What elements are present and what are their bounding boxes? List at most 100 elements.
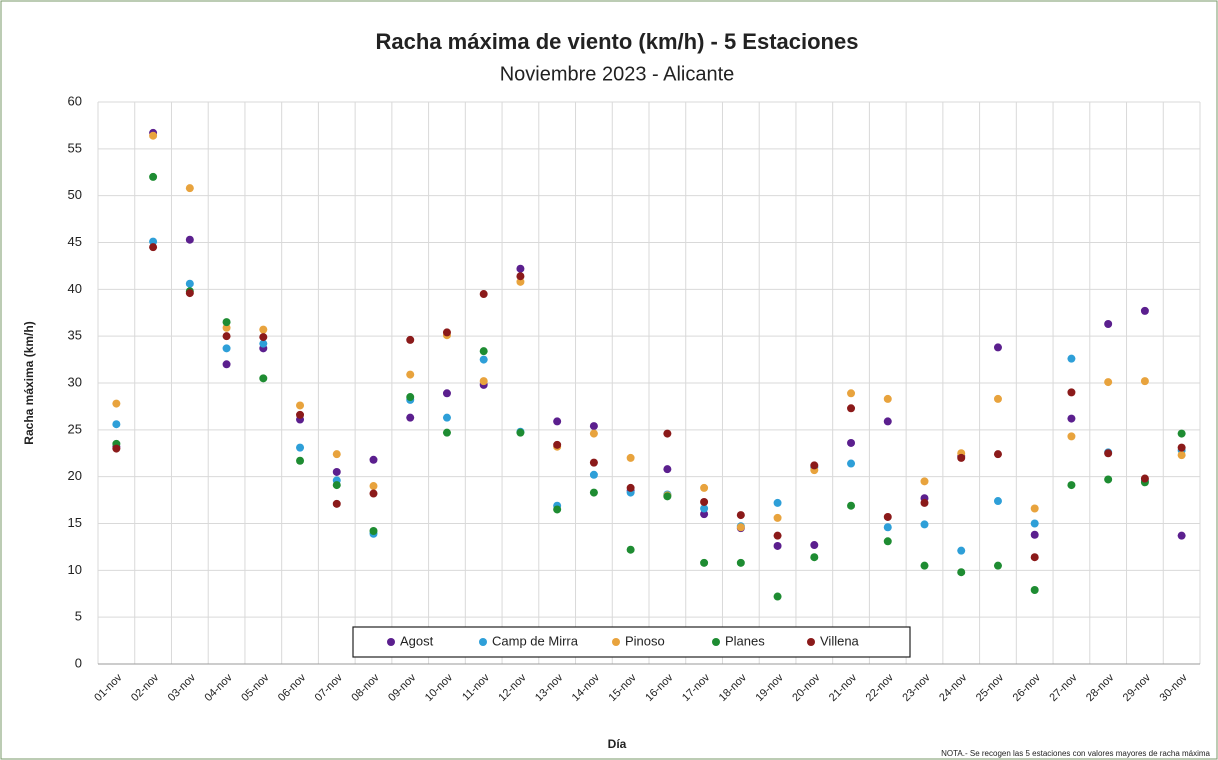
point	[296, 456, 305, 465]
point	[810, 541, 819, 550]
point	[149, 237, 158, 246]
point	[920, 520, 929, 529]
legend-marker	[612, 638, 620, 646]
point	[479, 377, 488, 386]
point	[700, 483, 709, 492]
point	[296, 410, 305, 419]
y-tick-label: 10	[68, 562, 82, 577]
point	[1067, 388, 1076, 397]
point	[773, 513, 782, 522]
y-tick-label: 45	[68, 234, 82, 249]
point	[369, 455, 378, 464]
point	[847, 501, 856, 510]
point	[736, 523, 745, 532]
point	[185, 235, 194, 244]
point	[1177, 429, 1186, 438]
point	[516, 272, 525, 281]
legend-label: Pinoso	[625, 633, 665, 648]
point	[663, 465, 672, 474]
x-axis-label: Día	[608, 737, 627, 751]
point	[700, 510, 709, 519]
point	[993, 561, 1002, 570]
point	[185, 279, 194, 288]
point	[1030, 553, 1039, 562]
point	[993, 497, 1002, 506]
point	[1140, 474, 1149, 483]
point	[259, 333, 268, 342]
point	[883, 417, 892, 426]
point	[957, 568, 966, 577]
point	[810, 553, 819, 562]
y-axis-label: Racha máxima (km/h)	[22, 321, 36, 444]
point	[149, 243, 158, 252]
point	[259, 374, 268, 383]
point	[1030, 530, 1039, 539]
point	[1067, 354, 1076, 363]
point	[1030, 519, 1039, 528]
point	[920, 561, 929, 570]
point	[883, 512, 892, 521]
point	[442, 428, 451, 437]
note: NOTA.- Se recogen las 5 estaciones con v…	[941, 749, 1210, 758]
point	[847, 389, 856, 398]
point	[185, 289, 194, 298]
point	[1140, 377, 1149, 386]
point	[957, 453, 966, 462]
point	[442, 389, 451, 398]
point	[1104, 449, 1113, 458]
point	[222, 360, 231, 369]
point	[369, 482, 378, 491]
point	[296, 401, 305, 410]
point	[920, 498, 929, 507]
point	[736, 511, 745, 520]
point	[516, 264, 525, 273]
legend-marker	[387, 638, 395, 646]
point	[1104, 475, 1113, 484]
point	[406, 393, 415, 402]
point	[516, 277, 525, 286]
point	[1067, 414, 1076, 423]
point	[1067, 432, 1076, 441]
point	[479, 355, 488, 364]
point	[626, 545, 635, 554]
point	[479, 290, 488, 299]
point	[332, 450, 341, 459]
point	[1030, 504, 1039, 513]
point	[553, 505, 562, 514]
point	[993, 394, 1002, 403]
point	[259, 325, 268, 334]
point	[883, 523, 892, 532]
point	[847, 404, 856, 413]
point	[369, 526, 378, 535]
point	[442, 328, 451, 337]
y-tick-label: 40	[68, 281, 82, 296]
point	[589, 422, 598, 431]
point	[1177, 451, 1186, 460]
point	[589, 470, 598, 479]
point	[406, 335, 415, 344]
point	[663, 429, 672, 438]
point	[185, 184, 194, 193]
y-tick-label: 50	[68, 187, 82, 202]
point	[369, 489, 378, 498]
point	[957, 546, 966, 555]
y-tick-label: 20	[68, 468, 82, 483]
point	[700, 497, 709, 506]
point	[589, 429, 598, 438]
legend-marker	[479, 638, 487, 646]
point	[993, 450, 1002, 459]
point	[406, 370, 415, 379]
point	[810, 461, 819, 470]
point	[442, 413, 451, 422]
point	[920, 477, 929, 486]
point	[773, 498, 782, 507]
point	[479, 347, 488, 356]
point	[332, 467, 341, 476]
point	[883, 394, 892, 403]
y-tick-label: 35	[68, 328, 82, 343]
legend-label: Villena	[820, 633, 860, 648]
y-tick-label: 0	[75, 655, 82, 670]
point	[847, 459, 856, 468]
